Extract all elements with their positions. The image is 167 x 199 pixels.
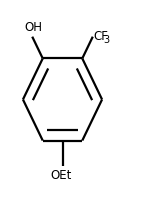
Text: 3: 3	[104, 35, 110, 45]
Text: OEt: OEt	[50, 169, 72, 182]
Text: CF: CF	[94, 30, 108, 43]
Text: OH: OH	[25, 21, 43, 34]
